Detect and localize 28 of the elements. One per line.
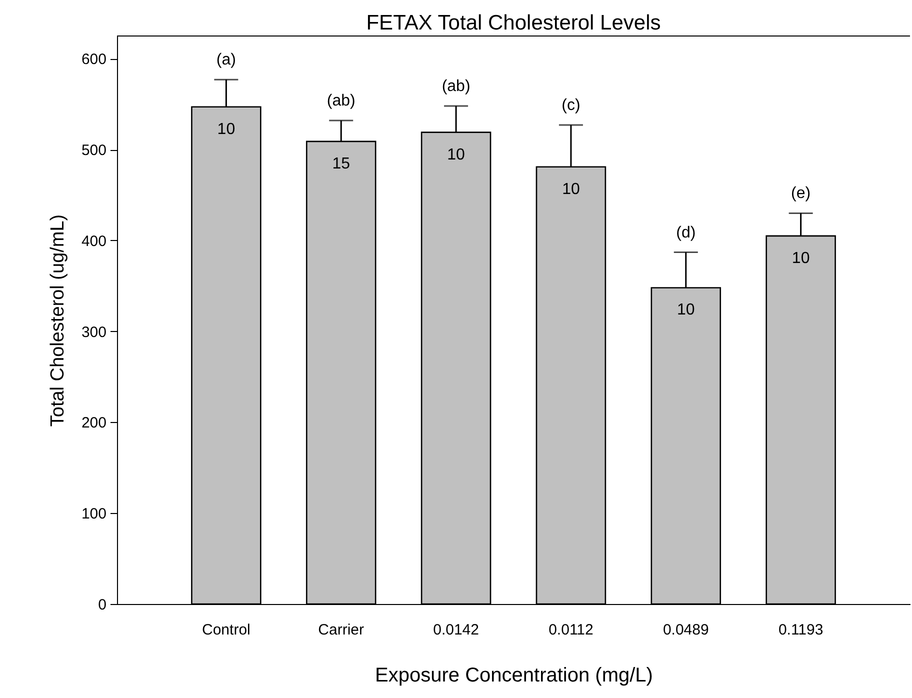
y-tick-label: 200 (81, 414, 106, 432)
x-tick-label: 0.0489 (662, 622, 709, 638)
annotation: 10 (792, 250, 810, 267)
annotation: (ab) (442, 78, 470, 95)
annotation: 15 (332, 155, 350, 172)
x-tick-label: 0.1193 (778, 622, 824, 638)
y-tick-label: 300 (81, 324, 106, 341)
y-tick-label: 100 (81, 506, 106, 523)
annotation: (ab) (326, 92, 356, 110)
chart-title: FETAX Total Cholesterol Levels (366, 12, 661, 34)
y-tick-label: 600 (81, 51, 106, 68)
x-tick-label: Control (202, 622, 250, 638)
x-tick-label: 0.0112 (548, 622, 594, 638)
annotation: (e) (791, 185, 811, 202)
y-tick-label: 400 (81, 232, 106, 250)
annotation: 10 (217, 120, 236, 138)
x-tick-label: Carrier (318, 622, 364, 638)
x-axis-title: Exposure Concentration (mg/L) (375, 664, 653, 686)
y-axis-title: Total Cholesterol (ug/mL) (47, 214, 68, 427)
annotation: 10 (447, 146, 466, 164)
annotation: 10 (562, 180, 580, 198)
annotation: (a) (216, 52, 236, 69)
y-tick-label: 0 (98, 596, 106, 614)
annotation: (c) (562, 97, 580, 114)
y-tick-label: 500 (81, 142, 106, 160)
annotation: 10 (676, 302, 695, 319)
annotation: (d) (676, 224, 696, 242)
x-tick-label: 0.0142 (433, 622, 479, 638)
